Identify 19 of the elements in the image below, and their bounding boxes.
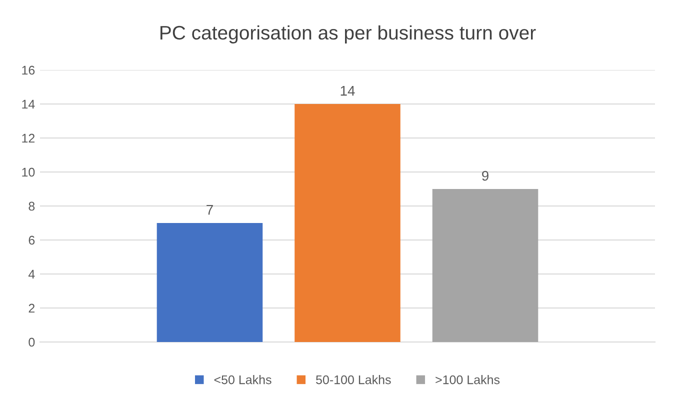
y-tick-label: 2 — [28, 304, 35, 313]
y-tick-label: 6 — [28, 236, 35, 245]
y-tick-label: 10 — [22, 168, 35, 177]
chart-title: PC categorisation as per business turn over — [160, 25, 536, 44]
y-tick-label: 0 — [28, 338, 35, 347]
bar — [294, 104, 400, 342]
y-tick-label: 4 — [28, 270, 35, 279]
legend-label: 50-100 Lakhs — [316, 375, 391, 384]
data-label: 9 — [482, 170, 488, 181]
bar — [156, 223, 263, 342]
legend-label: <50 Lakhs — [214, 375, 272, 384]
y-tick-label: 14 — [22, 100, 35, 109]
y-tick-label: 12 — [22, 134, 35, 143]
y-tick-label: 8 — [28, 202, 35, 211]
data-label: 7 — [206, 205, 213, 215]
legend-label: >100 Lakhs — [436, 375, 500, 384]
y-tick-label: 16 — [22, 66, 35, 75]
bar — [432, 189, 538, 342]
data-label: 14 — [340, 86, 355, 96]
